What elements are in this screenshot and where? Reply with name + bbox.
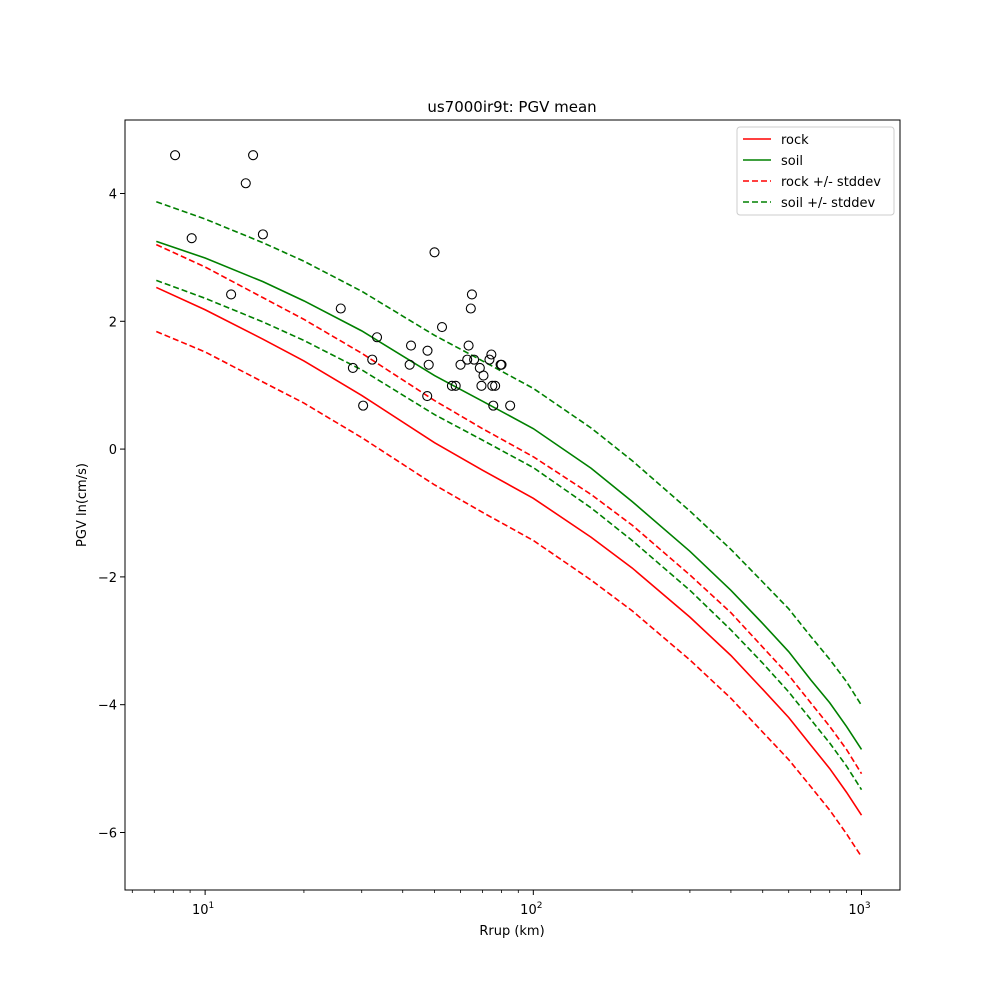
- observation-point: [478, 370, 489, 381]
- chart-title: us7000ir9t: PGV mean: [427, 98, 596, 116]
- legend-box: [736, 126, 895, 216]
- observation-point: [358, 400, 369, 411]
- series-line-rock-stddev-lower: [155, 330, 863, 858]
- observation-point: [404, 359, 415, 370]
- observation-point: [476, 380, 487, 391]
- observation-point: [490, 380, 501, 391]
- observation-point: [335, 303, 346, 314]
- plot-area: [155, 150, 863, 858]
- observation-point: [450, 380, 461, 391]
- x-tick-label: 103: [848, 901, 870, 918]
- observation-point: [488, 400, 499, 411]
- observation-point: [347, 362, 358, 373]
- x-tick-label: 101: [192, 901, 214, 918]
- observation-point: [367, 354, 378, 365]
- legend-label-soil: soil: [781, 154, 803, 169]
- observation-point: [465, 303, 476, 314]
- observation-point: [466, 289, 477, 300]
- y-tick-label: −4: [98, 699, 117, 714]
- observation-point: [405, 340, 417, 351]
- observation-point: [469, 354, 480, 365]
- observation-point: [371, 332, 383, 343]
- legend-label-soil-stddev: soil +/- stddev: [781, 196, 876, 211]
- observation-point: [257, 229, 268, 240]
- series-line-soil-stddev-lower: [156, 279, 863, 791]
- axis-ticks: 101 102 103 −6 −4 −2 0 2 4: [98, 187, 871, 918]
- observation-point: [436, 321, 448, 333]
- observation-point: [455, 359, 466, 370]
- observation-point: [462, 354, 473, 365]
- observation-point: [423, 359, 434, 370]
- y-tick-label: 4: [109, 187, 117, 202]
- observation-point: [248, 150, 259, 161]
- observation-point: [487, 380, 498, 391]
- y-tick-label: 0: [109, 443, 117, 458]
- x-axis-label: Rrup (km): [479, 924, 544, 939]
- y-tick-label: −2: [98, 571, 117, 586]
- observation-point: [186, 233, 197, 244]
- observation-point: [463, 340, 474, 351]
- observation-point: [484, 354, 495, 365]
- y-tick-label: 2: [109, 315, 117, 330]
- observation-point: [422, 345, 433, 356]
- observation-point: [505, 400, 516, 411]
- plot-frame: [124, 119, 901, 891]
- observation-point: [170, 150, 181, 161]
- legend: rock soil rock +/- stddev soil +/- stddev: [736, 126, 895, 216]
- observation-point: [422, 390, 433, 402]
- observation-point: [486, 349, 497, 360]
- observation-point: [226, 289, 237, 300]
- observation-point: [429, 247, 440, 258]
- legend-label-rock-stddev: rock +/- stddev: [781, 175, 881, 190]
- series-line-rock-stddev: [155, 243, 863, 775]
- series-line-rock: [155, 286, 863, 816]
- y-axis-label: PGV ln(cm/s): [75, 463, 90, 547]
- y-tick-label: −6: [98, 826, 117, 841]
- observation-point: [446, 380, 457, 391]
- observation-point: [496, 359, 507, 370]
- series-line-soil-stddev: [156, 201, 863, 706]
- legend-label-rock: rock: [781, 133, 809, 148]
- observation-point: [240, 178, 251, 189]
- x-tick-label: 102: [520, 901, 542, 918]
- series-line-soil: [156, 240, 863, 750]
